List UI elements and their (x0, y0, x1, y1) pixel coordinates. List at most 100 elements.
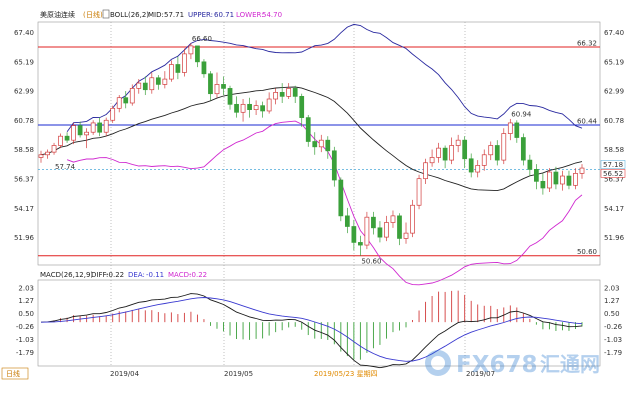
candle-body (455, 139, 461, 146)
price-y-tick-left: 54.17 (14, 205, 34, 213)
macd-diff-line (40, 293, 583, 369)
candle-body (247, 103, 252, 110)
price-y-tick-right: 67.40 (604, 29, 624, 37)
candle-body (377, 227, 383, 238)
candle-body (449, 145, 455, 161)
candle-body (266, 98, 272, 112)
watermark-logo-inner (431, 356, 445, 370)
candle-body (351, 226, 357, 243)
macd-y-tick-right: -1.79 (604, 349, 622, 357)
candle-body (547, 171, 552, 189)
price-y-tick-left: 58.58 (14, 146, 34, 154)
candle-body (436, 147, 441, 158)
candle-body (286, 88, 292, 97)
candle-body (344, 215, 350, 227)
candle-body (195, 45, 200, 63)
candle-body (260, 105, 265, 112)
macd-header: MACD(26,12,9) DIFF: -0.22 DEA: -0.11 MAC… (40, 271, 207, 279)
macd-y-tick-right: 0.50 (604, 310, 620, 318)
candle-body (299, 96, 305, 118)
upper-label: UPPER: (188, 11, 213, 19)
candle-body (573, 173, 578, 186)
price-y-tick-right: 60.78 (604, 117, 624, 125)
candle-body (175, 64, 181, 73)
period-close-paren: ) (100, 11, 103, 19)
price-y-tick-right: 54.17 (604, 205, 624, 213)
macd-value-label: MACD: (168, 271, 191, 279)
boll-lower-line (66, 120, 583, 286)
candle-body (214, 84, 220, 95)
period-open-paren: ( (83, 11, 86, 19)
candle-body (279, 92, 285, 97)
candle-body (507, 122, 513, 134)
candle-body (462, 139, 468, 160)
candle-body (305, 117, 311, 142)
price-annotation: 50.60 (361, 258, 381, 266)
candle-body (90, 122, 96, 133)
current-price-tag-label: 57.18 (603, 161, 623, 169)
candle-body (318, 139, 324, 148)
candle-body (201, 61, 207, 75)
candle-body (116, 97, 122, 109)
period-button[interactable] (1, 367, 29, 380)
candle-body (273, 92, 279, 100)
price-y-tick-left: 67.40 (14, 29, 34, 37)
candle-body (325, 139, 331, 152)
price-annotation: 60.94 (511, 110, 532, 118)
macd-y-tick-right: 1.27 (604, 297, 620, 305)
candle-body (123, 97, 129, 104)
candle-body (71, 125, 76, 141)
candle-body (560, 175, 565, 185)
candle-body (358, 242, 363, 246)
watermark-text: FX678 (456, 352, 537, 378)
macd-y-tick-left: 2.03 (18, 284, 34, 292)
indicator-toggle-icon[interactable] (102, 9, 110, 19)
candle-body (208, 73, 213, 95)
candle-body (155, 77, 161, 85)
macd-dea-line (40, 297, 583, 362)
candle-body (182, 53, 187, 73)
candle-body (221, 84, 226, 89)
candle-body (403, 232, 409, 239)
dea-value: -0.11 (146, 271, 164, 279)
macd-y-tick-left: -1.79 (16, 349, 34, 357)
macd-y-tick-right: -1.03 (604, 336, 622, 344)
upper-value: 60.71 (214, 11, 234, 19)
candle-body (97, 122, 103, 133)
x-label-jul: 2019/07 (466, 370, 495, 378)
candle-body (553, 171, 559, 185)
x-label-may: 2019/05 (224, 370, 253, 378)
candle-body (520, 137, 526, 161)
candle-body (481, 154, 487, 166)
diff-label: DIFF: (91, 271, 108, 279)
watermark: FX678 汇通网 (425, 350, 600, 378)
candle-body (494, 145, 500, 161)
price-annotation: 66.60 (192, 35, 212, 43)
dea-label: DEA: (128, 271, 145, 279)
candle-body (397, 215, 402, 239)
horizontal-level-label: 60.44 (577, 118, 598, 126)
macd-y-tick-right: -0.26 (604, 323, 623, 331)
current-price-tag-label: 56.52 (603, 170, 623, 178)
candle-body (384, 222, 389, 238)
candle-body (566, 175, 572, 186)
price-y-tick-right: 65.19 (604, 58, 624, 66)
price-y-tick-right: 62.99 (604, 88, 624, 96)
candle-body (468, 158, 474, 173)
watermark-logo-icon (425, 350, 451, 376)
candle-body (331, 150, 337, 181)
candle-body (84, 131, 89, 136)
macd-label: MACD(26,12,9) (40, 271, 93, 279)
candle-body (534, 169, 539, 182)
price-y-tick-left: 60.78 (14, 117, 34, 125)
period-button-label: 日线 (6, 369, 20, 378)
candle-body (38, 154, 44, 158)
macd-value: -0.22 (189, 271, 207, 279)
x-label-apr: 2019/04 (110, 370, 140, 378)
candle-body (390, 215, 396, 223)
candle-body (136, 82, 142, 89)
candle-body (253, 105, 259, 110)
macd-y-tick-left: -1.03 (16, 336, 34, 344)
candle-body (442, 147, 448, 161)
